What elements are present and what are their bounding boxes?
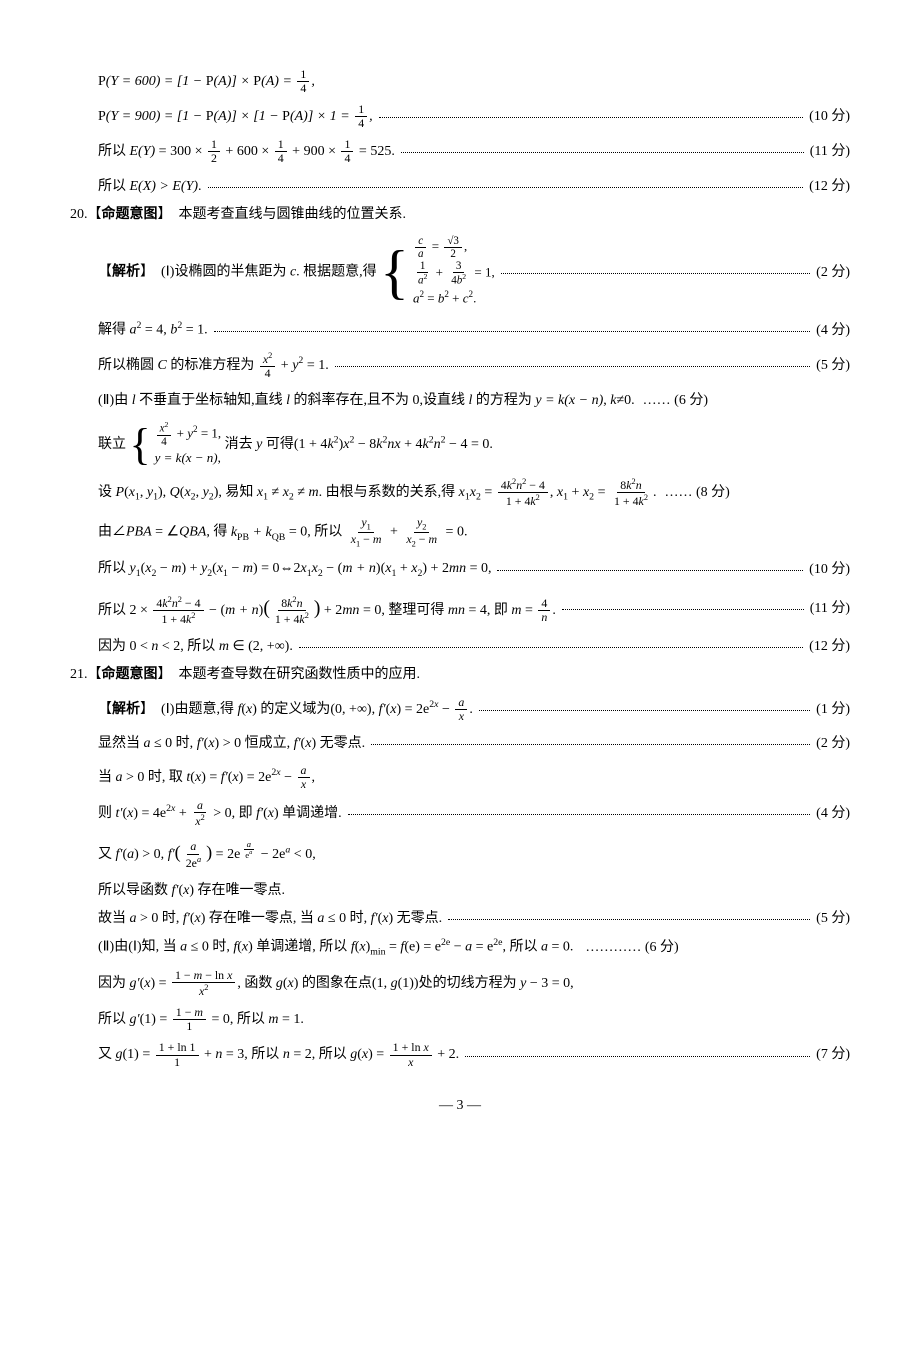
solution-line: 所以椭圆 C 的标准方程为 x24 + y2 = 1. (5 分)	[70, 351, 850, 380]
dotted-leader	[479, 704, 810, 711]
text: (Ⅱ)由(Ⅰ)知, 当 a ≤ 0 时, f(x) 单调递增, 所以 f(x)m…	[98, 934, 573, 961]
text: (Ⅱ)由 l 不垂直于坐标轴知,直线 l 的斜率存在,且不为 0,设直线 l 的…	[98, 388, 635, 413]
math-text: P(Y = 900) = [1 − P(A)] × [1 − P(A)] × 1…	[98, 103, 373, 130]
solution-line: 【解析】 (Ⅰ)由题意,得 f(x) 的定义域为(0, +∞), f′(x) =…	[70, 696, 850, 723]
text: 所以椭圆 C 的标准方程为 x24 + y2 = 1.	[98, 351, 329, 380]
score-marker: (5 分)	[816, 906, 850, 931]
score-marker: (12 分)	[809, 174, 850, 199]
text: 联立 { x24 + y2 = 1, y = k(x − n), 消去 y 可得…	[98, 421, 493, 469]
page-number: — 3 —	[70, 1093, 850, 1118]
math-text: 所以 E(Y) = 300 × 12 + 600 × 14 + 900 × 14…	[98, 138, 395, 165]
text: 所以导函数 f′(x) 存在唯一零点.	[98, 878, 285, 903]
text: 解得 a2 = 4, b2 = 1.	[98, 317, 208, 343]
text: 又 g(1) = 1 + ln 11 + n = 3, 所以 n = 2, 所以…	[98, 1041, 459, 1068]
solution-line: 又 f′(a) > 0, f′(a2ea) = 2eaea − 2ea < 0,	[70, 836, 850, 869]
score-marker: (11 分)	[810, 596, 850, 621]
solution-line: (Ⅱ)由 l 不垂直于坐标轴知,直线 l 的斜率存在,且不为 0,设直线 l 的…	[70, 388, 850, 413]
solution-line: 因为 g′(x) = 1 − m − ln xx2, 函数 g(x) 的图象在点…	[70, 969, 850, 998]
score-marker: (10 分)	[809, 104, 850, 129]
dotted-leader	[371, 738, 810, 745]
math-text: P(Y = 600) = [1 − P(A)] × P(A) = 14,	[98, 68, 315, 95]
score-marker: (12 分)	[809, 634, 850, 659]
dotted-leader	[465, 1050, 810, 1057]
score-marker: (1 分)	[816, 697, 850, 722]
dotted-leader	[448, 913, 810, 920]
score-marker: …… (8 分)	[664, 480, 729, 505]
score-marker: (11 分)	[810, 139, 850, 164]
text: 由∠PBA = ∠QBA, 得 kPB + kQB = 0, 所以 y1x1 −…	[98, 516, 467, 548]
text: 20.20.【命题意图】【命题意图】 本题考查直线与圆锥曲线的位置关系.	[70, 202, 406, 227]
dotted-leader	[348, 808, 811, 815]
dotted-leader	[379, 111, 804, 118]
score-marker: (7 分)	[816, 1042, 850, 1067]
text: 所以 g′(1) = 1 − m1 = 0, 所以 m = 1.	[98, 1006, 304, 1033]
dotted-leader	[214, 325, 811, 332]
equation-line: 所以 E(X) > E(Y). (12 分)	[70, 174, 850, 199]
solution-line: 则 t′(x) = 4e2x + ax2 > 0, 即 f′(x) 单调递增. …	[70, 799, 850, 828]
score-marker: (4 分)	[816, 318, 850, 343]
solution-line: (Ⅱ)由(Ⅰ)知, 当 a ≤ 0 时, f(x) 单调递增, 所以 f(x)m…	[70, 934, 850, 961]
dotted-leader	[562, 603, 804, 610]
score-marker: …… (6 分)	[643, 388, 708, 413]
solution-line: 【解析】 (Ⅰ)设椭圆的半焦距为 c. 根据题意,得 { ca = √32, 1…	[70, 235, 850, 309]
score-marker: (10 分)	[809, 557, 850, 582]
text: 因为 0 < n < 2, 所以 m ∈ (2, +∞).	[98, 634, 293, 659]
text: 设 P(x1, y1), Q(x2, y2), 易知 x1 ≠ x2 ≠ m. …	[98, 477, 656, 508]
text: 当 a > 0 时, 取 t(x) = f′(x) = 2e2x − ax,	[98, 764, 315, 791]
score-marker: (5 分)	[816, 353, 850, 378]
solution-line: 所以 2 × 4k2n2 − 41 + 4k2 − (m + n)(8k2n1 …	[70, 591, 850, 626]
solution-line: 当 a > 0 时, 取 t(x) = f′(x) = 2e2x − ax,	[70, 764, 850, 791]
dotted-leader	[497, 564, 803, 571]
solution-line: 所以导函数 f′(x) 存在唯一零点.	[70, 878, 850, 903]
score-marker: (2 分)	[816, 260, 850, 285]
equation-line: 所以 E(Y) = 300 × 12 + 600 × 14 + 900 × 14…	[70, 138, 850, 165]
solution-line: 联立 { x24 + y2 = 1, y = k(x − n), 消去 y 可得…	[70, 421, 850, 469]
score-marker: (2 分)	[816, 731, 850, 756]
text: 【解析】 (Ⅰ)设椭圆的半焦距为 c. 根据题意,得 { ca = √32, 1…	[98, 235, 495, 309]
dotted-leader	[501, 267, 810, 274]
equation-line: P(Y = 900) = [1 − P(A)] × [1 − P(A)] × 1…	[70, 103, 850, 130]
problem-intent: 20.20.【命题意图】【命题意图】 本题考查直线与圆锥曲线的位置关系.	[70, 202, 850, 227]
dotted-leader	[401, 146, 804, 153]
solution-line: 所以 y1(x2 − m) + y2(x1 − m) = 0⇔2x1x2 − (…	[70, 556, 850, 582]
dotted-leader	[335, 360, 810, 367]
math-text: 所以 E(X) > E(Y).	[98, 174, 202, 199]
problem-intent: 21.【命题意图】 本题考查导数在研究函数性质中的应用.	[70, 662, 850, 687]
text: 21.【命题意图】 本题考查导数在研究函数性质中的应用.	[70, 662, 420, 687]
solution-line: 又 g(1) = 1 + ln 11 + n = 3, 所以 n = 2, 所以…	[70, 1041, 850, 1068]
solution-line: 故当 a > 0 时, f′(x) 存在唯一零点, 当 a ≤ 0 时, f′(…	[70, 906, 850, 931]
score-marker: (4 分)	[816, 801, 850, 826]
text: 所以 2 × 4k2n2 − 41 + 4k2 − (m + n)(8k2n1 …	[98, 591, 556, 626]
text: 故当 a > 0 时, f′(x) 存在唯一零点, 当 a ≤ 0 时, f′(…	[98, 906, 442, 931]
text: 则 t′(x) = 4e2x + ax2 > 0, 即 f′(x) 单调递增.	[98, 799, 342, 828]
dotted-leader	[299, 641, 803, 648]
solution-line: 因为 0 < n < 2, 所以 m ∈ (2, +∞). (12 分)	[70, 634, 850, 659]
text: 因为 g′(x) = 1 − m − ln xx2, 函数 g(x) 的图象在点…	[98, 969, 574, 998]
solution-line: 所以 g′(1) = 1 − m1 = 0, 所以 m = 1.	[70, 1006, 850, 1033]
text: 显然当 a ≤ 0 时, f′(x) > 0 恒成立, f′(x) 无零点.	[98, 731, 365, 756]
text: 【解析】 (Ⅰ)由题意,得 f(x) 的定义域为(0, +∞), f′(x) =…	[98, 696, 473, 723]
solution-line: 由∠PBA = ∠QBA, 得 kPB + kQB = 0, 所以 y1x1 −…	[70, 516, 850, 548]
solution-line: 设 P(x1, y1), Q(x2, y2), 易知 x1 ≠ x2 ≠ m. …	[70, 477, 850, 508]
solution-line: 显然当 a ≤ 0 时, f′(x) > 0 恒成立, f′(x) 无零点. (…	[70, 731, 850, 756]
solution-line: 解得 a2 = 4, b2 = 1. (4 分)	[70, 317, 850, 343]
dotted-leader	[208, 181, 804, 188]
text: 又 f′(a) > 0, f′(a2ea) = 2eaea − 2ea < 0,	[98, 836, 316, 869]
score-marker: ………… (6 分)	[585, 935, 678, 960]
text: 所以 y1(x2 − m) + y2(x1 − m) = 0⇔2x1x2 − (…	[98, 556, 491, 582]
equation-line: P(Y = 600) = [1 − P(A)] × P(A) = 14,	[70, 68, 850, 95]
